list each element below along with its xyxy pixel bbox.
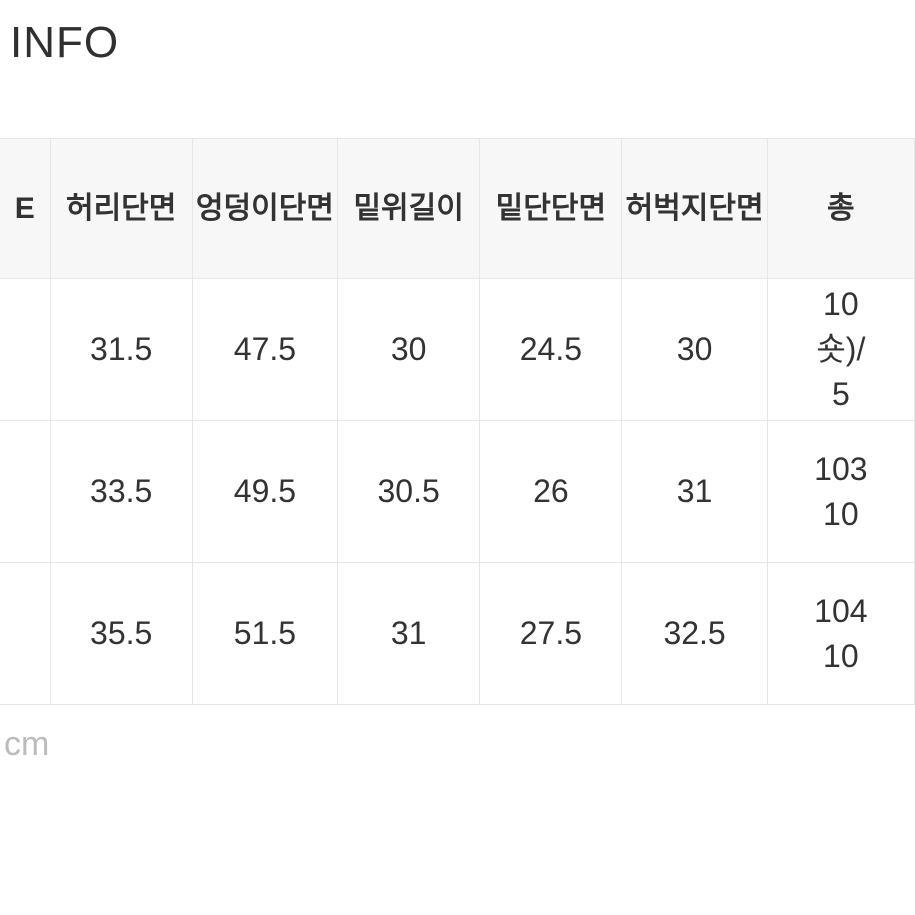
cell-size bbox=[0, 421, 50, 563]
table-row: 31.5 47.5 30 24.5 30 10숏)/5 bbox=[0, 279, 915, 421]
cell-hem: 24.5 bbox=[480, 279, 622, 421]
cell-hip: 47.5 bbox=[192, 279, 337, 421]
table-row: 33.5 49.5 30.5 26 31 10310 bbox=[0, 421, 915, 563]
col-header-size: E bbox=[0, 139, 50, 279]
cell-total: 10숏)/5 bbox=[767, 279, 914, 421]
cell-rise: 30 bbox=[338, 279, 480, 421]
cell-waist: 33.5 bbox=[50, 421, 192, 563]
cell-rise: 30.5 bbox=[338, 421, 480, 563]
cell-waist: 31.5 bbox=[50, 279, 192, 421]
table-row: 35.5 51.5 31 27.5 32.5 10410 bbox=[0, 563, 915, 705]
cell-hip: 51.5 bbox=[192, 563, 337, 705]
col-header-rise: 밑위길이 bbox=[338, 139, 480, 279]
cell-thigh: 31 bbox=[622, 421, 767, 563]
col-header-hip: 엉덩이단면 bbox=[192, 139, 337, 279]
table-header-row: E 허리단면 엉덩이단면 밑위길이 밑단단면 허벅지단면 총 bbox=[0, 139, 915, 279]
cell-size bbox=[0, 279, 50, 421]
cell-size bbox=[0, 563, 50, 705]
cell-hem: 27.5 bbox=[480, 563, 622, 705]
col-header-thigh: 허벅지단면 bbox=[622, 139, 767, 279]
cell-waist: 35.5 bbox=[50, 563, 192, 705]
cell-total: 10310 bbox=[767, 421, 914, 563]
col-header-waist: 허리단면 bbox=[50, 139, 192, 279]
col-header-total: 총 bbox=[767, 139, 914, 279]
col-header-hem: 밑단단면 bbox=[480, 139, 622, 279]
cell-hip: 49.5 bbox=[192, 421, 337, 563]
cell-hem: 26 bbox=[480, 421, 622, 563]
size-table: E 허리단면 엉덩이단면 밑위길이 밑단단면 허벅지단면 총 31.5 47.5… bbox=[0, 138, 915, 705]
cell-total: 10410 bbox=[767, 563, 914, 705]
size-table-wrapper: E 허리단면 엉덩이단면 밑위길이 밑단단면 허벅지단면 총 31.5 47.5… bbox=[0, 138, 915, 705]
cell-thigh: 30 bbox=[622, 279, 767, 421]
cell-rise: 31 bbox=[338, 563, 480, 705]
page-title: INFO bbox=[0, 0, 915, 68]
unit-note: cm bbox=[0, 705, 915, 764]
cell-thigh: 32.5 bbox=[622, 563, 767, 705]
